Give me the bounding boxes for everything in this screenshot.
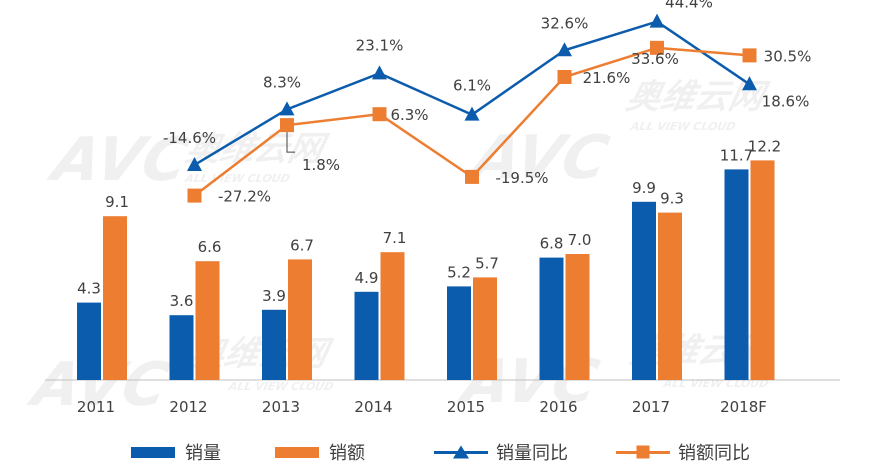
data-label-sales-volume: 3.9	[262, 287, 286, 305]
point-volume-yoy	[279, 101, 295, 116]
bar-sales-volume	[77, 302, 101, 380]
watermark-en: ALL VIEW CLOUD	[227, 380, 335, 393]
data-label-volume-yoy: 18.6%	[762, 92, 810, 110]
data-label-value-yoy: 1.8%	[302, 156, 340, 174]
data-label-sales-volume: 4.9	[355, 269, 379, 287]
square-marker-icon	[636, 445, 650, 459]
x-tick-label: 2016	[539, 398, 577, 416]
legend-label: 销量同比	[496, 443, 568, 464]
legend-swatch	[131, 446, 175, 458]
data-label-value-yoy: 30.5%	[764, 47, 812, 65]
data-label-value-yoy: 6.3%	[390, 106, 428, 124]
leader-line	[286, 132, 295, 153]
data-label-sales-value: 9.1	[105, 193, 129, 211]
point-value-yoy	[187, 188, 202, 203]
point-volume-yoy	[649, 13, 665, 28]
watermark-en: ALL VIEW CLOUD	[629, 120, 737, 133]
bar-sales-volume	[724, 169, 749, 380]
bar-sales-value	[565, 254, 590, 380]
legend-swatch	[616, 442, 670, 462]
legend-swatch	[275, 446, 319, 458]
legend-label: 销额	[329, 443, 365, 464]
data-label-sales-value: 6.7	[290, 236, 314, 254]
legend-label: 销量	[185, 443, 221, 464]
bar-sales-volume	[539, 257, 564, 380]
data-label-value-yoy: -27.2%	[218, 188, 271, 206]
legend-swatch	[434, 442, 488, 462]
x-tick-label: 2015	[447, 398, 485, 416]
data-label-sales-volume: 6.8	[540, 235, 564, 253]
data-label-sales-value: 7.1	[383, 229, 407, 247]
legend-item-volume-yoy: 销量同比	[434, 436, 568, 468]
bar-sales-value	[473, 277, 497, 380]
point-value-yoy	[280, 118, 294, 133]
bar-sales-value	[103, 216, 127, 380]
x-tick-label: 2013	[262, 398, 300, 416]
x-tick-label: 2014	[354, 398, 392, 416]
data-label-volume-yoy: 32.6%	[541, 14, 589, 32]
triangle-marker-icon	[453, 445, 469, 459]
point-value-yoy	[557, 70, 572, 85]
x-tick-label: 2012	[169, 398, 207, 416]
bar-sales-volume	[632, 201, 656, 380]
point-volume-yoy	[464, 106, 480, 121]
point-value-yoy	[465, 169, 479, 184]
x-tick-label: 2011	[77, 398, 115, 416]
data-label-volume-yoy: 8.3%	[263, 73, 301, 91]
data-label-sales-value: 12.2	[748, 137, 781, 155]
bar-sales-volume	[169, 315, 194, 380]
data-label-value-yoy: 33.6%	[631, 50, 679, 68]
bar-sales-value	[380, 252, 405, 380]
data-label-value-yoy: -19.5%	[495, 169, 548, 187]
bar-sales-volume	[447, 286, 471, 380]
x-tick-label: 2018F	[720, 398, 767, 416]
bar-sales-value	[658, 212, 682, 380]
data-label-sales-volume: 9.9	[632, 179, 656, 197]
watermark-en: ALL VIEW CLOUD	[183, 172, 291, 185]
point-value-yoy	[742, 48, 757, 63]
data-label-sales-volume: 5.2	[447, 263, 471, 281]
data-label-sales-volume: 4.3	[77, 280, 101, 298]
point-volume-yoy	[187, 156, 202, 171]
data-label-sales-volume: 3.6	[170, 292, 194, 310]
bar-sales-value	[195, 261, 220, 380]
legend-label: 销额同比	[678, 443, 750, 464]
legend-item-sales-volume: 销量	[131, 436, 221, 468]
point-volume-yoy	[742, 76, 757, 91]
data-label-sales-value: 5.7	[475, 254, 499, 272]
point-volume-yoy	[372, 65, 387, 80]
data-label-sales-value: 9.3	[660, 190, 684, 208]
legend: 销量 销额 销量同比 销额同比	[0, 436, 888, 468]
data-label-volume-yoy: 6.1%	[453, 77, 491, 95]
data-label-value-yoy: 21.6%	[583, 69, 631, 87]
bar-sales-volume	[262, 309, 286, 380]
data-label-sales-value: 6.6	[198, 238, 222, 256]
legend-item-value-yoy: 销额同比	[616, 436, 750, 468]
point-value-yoy	[650, 40, 664, 55]
legend-item-sales-value: 销额	[275, 436, 365, 468]
watermark-brand: AVC	[43, 126, 194, 195]
data-label-sales-value: 7.0	[568, 231, 592, 249]
combo-chart: AVC 奥维云网 ALL VIEW CLOUD AVC 奥维云网 ALL VIE…	[23, 0, 840, 420]
data-label-volume-yoy: -14.6%	[163, 129, 216, 147]
bar-sales-value	[288, 259, 312, 380]
bar-sales-volume	[354, 291, 379, 380]
data-label-volume-yoy: 23.1%	[356, 36, 404, 54]
data-label-volume-yoy: 44.4%	[665, 0, 713, 12]
x-tick-label: 2017	[632, 398, 670, 416]
bar-sales-value	[750, 160, 775, 380]
data-label-sales-volume: 11.7	[720, 146, 753, 164]
point-volume-yoy	[557, 42, 572, 57]
point-value-yoy	[372, 107, 387, 122]
